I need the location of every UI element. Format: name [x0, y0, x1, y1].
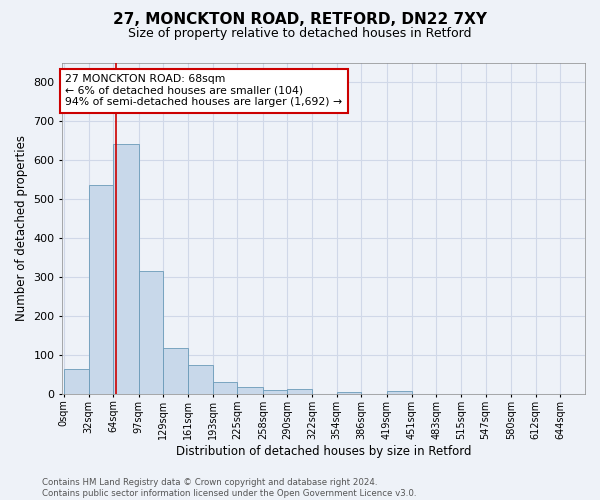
- Text: Size of property relative to detached houses in Retford: Size of property relative to detached ho…: [128, 28, 472, 40]
- Bar: [238, 388, 263, 394]
- Bar: [263, 390, 287, 394]
- Text: 27, MONCKTON ROAD, RETFORD, DN22 7XY: 27, MONCKTON ROAD, RETFORD, DN22 7XY: [113, 12, 487, 28]
- Bar: [113, 144, 139, 394]
- X-axis label: Distribution of detached houses by size in Retford: Distribution of detached houses by size …: [176, 444, 472, 458]
- Bar: [212, 382, 238, 394]
- Bar: [163, 348, 188, 394]
- Bar: [89, 186, 113, 394]
- Bar: [387, 391, 412, 394]
- Text: Contains HM Land Registry data © Crown copyright and database right 2024.
Contai: Contains HM Land Registry data © Crown c…: [42, 478, 416, 498]
- Bar: [188, 364, 212, 394]
- Text: 27 MONCKTON ROAD: 68sqm
← 6% of detached houses are smaller (104)
94% of semi-de: 27 MONCKTON ROAD: 68sqm ← 6% of detached…: [65, 74, 343, 108]
- Y-axis label: Number of detached properties: Number of detached properties: [15, 135, 28, 321]
- Bar: [139, 271, 163, 394]
- Bar: [287, 389, 312, 394]
- Bar: [337, 392, 361, 394]
- Bar: [64, 368, 89, 394]
